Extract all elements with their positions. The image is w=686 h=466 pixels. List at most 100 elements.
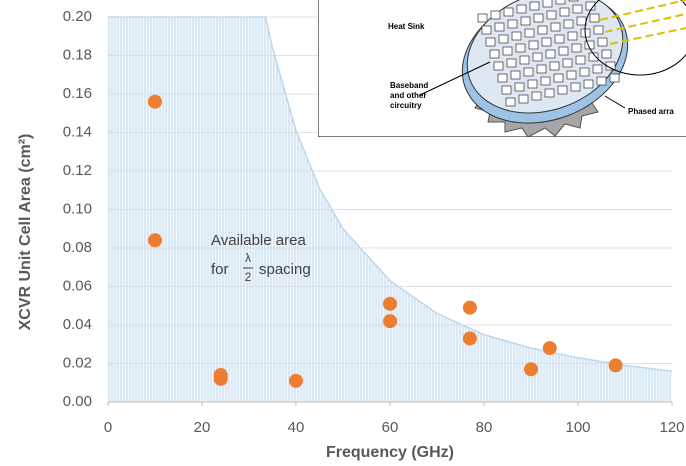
array-cell — [489, 49, 500, 59]
leader — [419, 61, 491, 96]
array-cell — [520, 16, 531, 26]
x-tick-label: 100 — [565, 419, 590, 436]
array-cell — [592, 64, 603, 74]
data-point — [148, 233, 162, 248]
array-cell — [514, 82, 525, 92]
array-cell — [481, 25, 492, 35]
array-cell — [576, 16, 587, 26]
leader — [604, 95, 626, 109]
array-cell — [511, 31, 522, 41]
y-tick-label: 0.10 — [63, 200, 92, 217]
array-cell — [502, 46, 513, 56]
y-tick-label: 0.18 — [63, 46, 92, 63]
array-cell — [532, 52, 543, 62]
y-axis-title: XCVR Unit Cell Area (cm²) — [17, 134, 34, 331]
array-cell — [568, 0, 579, 2]
array-cell — [557, 85, 568, 95]
array-cell — [498, 34, 509, 44]
data-point — [383, 296, 397, 311]
array-cell — [528, 40, 539, 50]
x-tick-label: 0 — [104, 419, 112, 436]
array-cell — [562, 58, 573, 68]
array-cell — [583, 79, 594, 89]
array-cell — [572, 4, 583, 14]
array-cell — [575, 55, 586, 65]
data-point — [462, 331, 477, 346]
array-cell — [505, 97, 516, 107]
data-point — [148, 94, 162, 109]
data-point — [213, 371, 228, 386]
array-cells — [477, 0, 620, 107]
x-tick-label: 40 — [288, 419, 305, 436]
array-cell — [518, 94, 529, 104]
array-cell — [563, 19, 574, 29]
array-cell — [524, 28, 535, 38]
array-cell — [527, 79, 538, 89]
data-point — [524, 362, 538, 377]
y-tick-label: 0.08 — [63, 239, 92, 256]
array-cell — [545, 49, 556, 59]
array-cell — [549, 61, 560, 71]
array-cell — [579, 67, 590, 77]
array-cell — [571, 43, 582, 53]
array-cell — [570, 82, 581, 92]
array-cell — [503, 7, 514, 17]
data-point — [383, 314, 397, 329]
array-cell — [558, 46, 569, 56]
data-point — [542, 341, 557, 356]
array-cell — [493, 61, 504, 71]
y-tick-label: 0.12 — [63, 162, 92, 179]
array-cell — [501, 85, 512, 95]
array-cell — [597, 37, 608, 47]
x-tick-label: 20 — [194, 419, 211, 436]
available-area — [108, 17, 672, 402]
array-cell — [596, 76, 607, 86]
inset-label: circuitry — [390, 101, 422, 110]
array-cell — [546, 10, 557, 20]
array-cell — [523, 67, 534, 77]
array-cell — [601, 49, 612, 59]
array-cell — [541, 37, 552, 47]
feed-lines — [599, 0, 686, 45]
array-cell — [531, 91, 542, 101]
array-cell — [519, 55, 530, 65]
inset-label: Phased arra — [628, 107, 674, 116]
y-tick-label: 0.04 — [63, 316, 92, 333]
array-cell — [554, 34, 565, 44]
y-tick-label: 0.00 — [63, 393, 92, 410]
array-cell — [550, 22, 561, 32]
array-cell — [544, 88, 555, 98]
array-cell — [497, 73, 508, 83]
array-cell — [515, 43, 526, 53]
inset-label: and other — [390, 91, 426, 100]
array-cell — [506, 58, 517, 68]
array-cell — [485, 37, 496, 47]
y-tick-label: 0.20 — [63, 8, 92, 25]
array-cell — [516, 4, 527, 14]
array-cell — [529, 1, 540, 11]
array-cell — [510, 70, 521, 80]
inset-diagram: Heat Sink Baseband and other circuitry P… — [318, 0, 686, 137]
array-cell — [507, 19, 518, 29]
x-tick-label: 120 — [659, 419, 684, 436]
array-cell — [533, 13, 544, 23]
inset-label: Heat Sink — [388, 22, 425, 31]
y-tick-label: 0.02 — [63, 354, 92, 371]
data-point — [462, 300, 477, 315]
array-cell — [589, 13, 600, 23]
array-cell — [542, 0, 553, 8]
y-tick-label: 0.14 — [63, 123, 92, 140]
x-tick-label: 80 — [476, 419, 493, 436]
data-point — [289, 373, 303, 388]
array-cell — [540, 76, 551, 86]
annotation-text: 2 — [245, 270, 252, 284]
array-cell — [555, 0, 566, 5]
array-cell — [490, 10, 501, 20]
annotation: Available area for λ 2 spacing — [211, 232, 311, 284]
annotation-text: Available area — [211, 232, 306, 249]
annotation-text: for — [211, 261, 229, 278]
array-cell — [553, 73, 564, 83]
annotation-text: spacing — [259, 261, 311, 278]
